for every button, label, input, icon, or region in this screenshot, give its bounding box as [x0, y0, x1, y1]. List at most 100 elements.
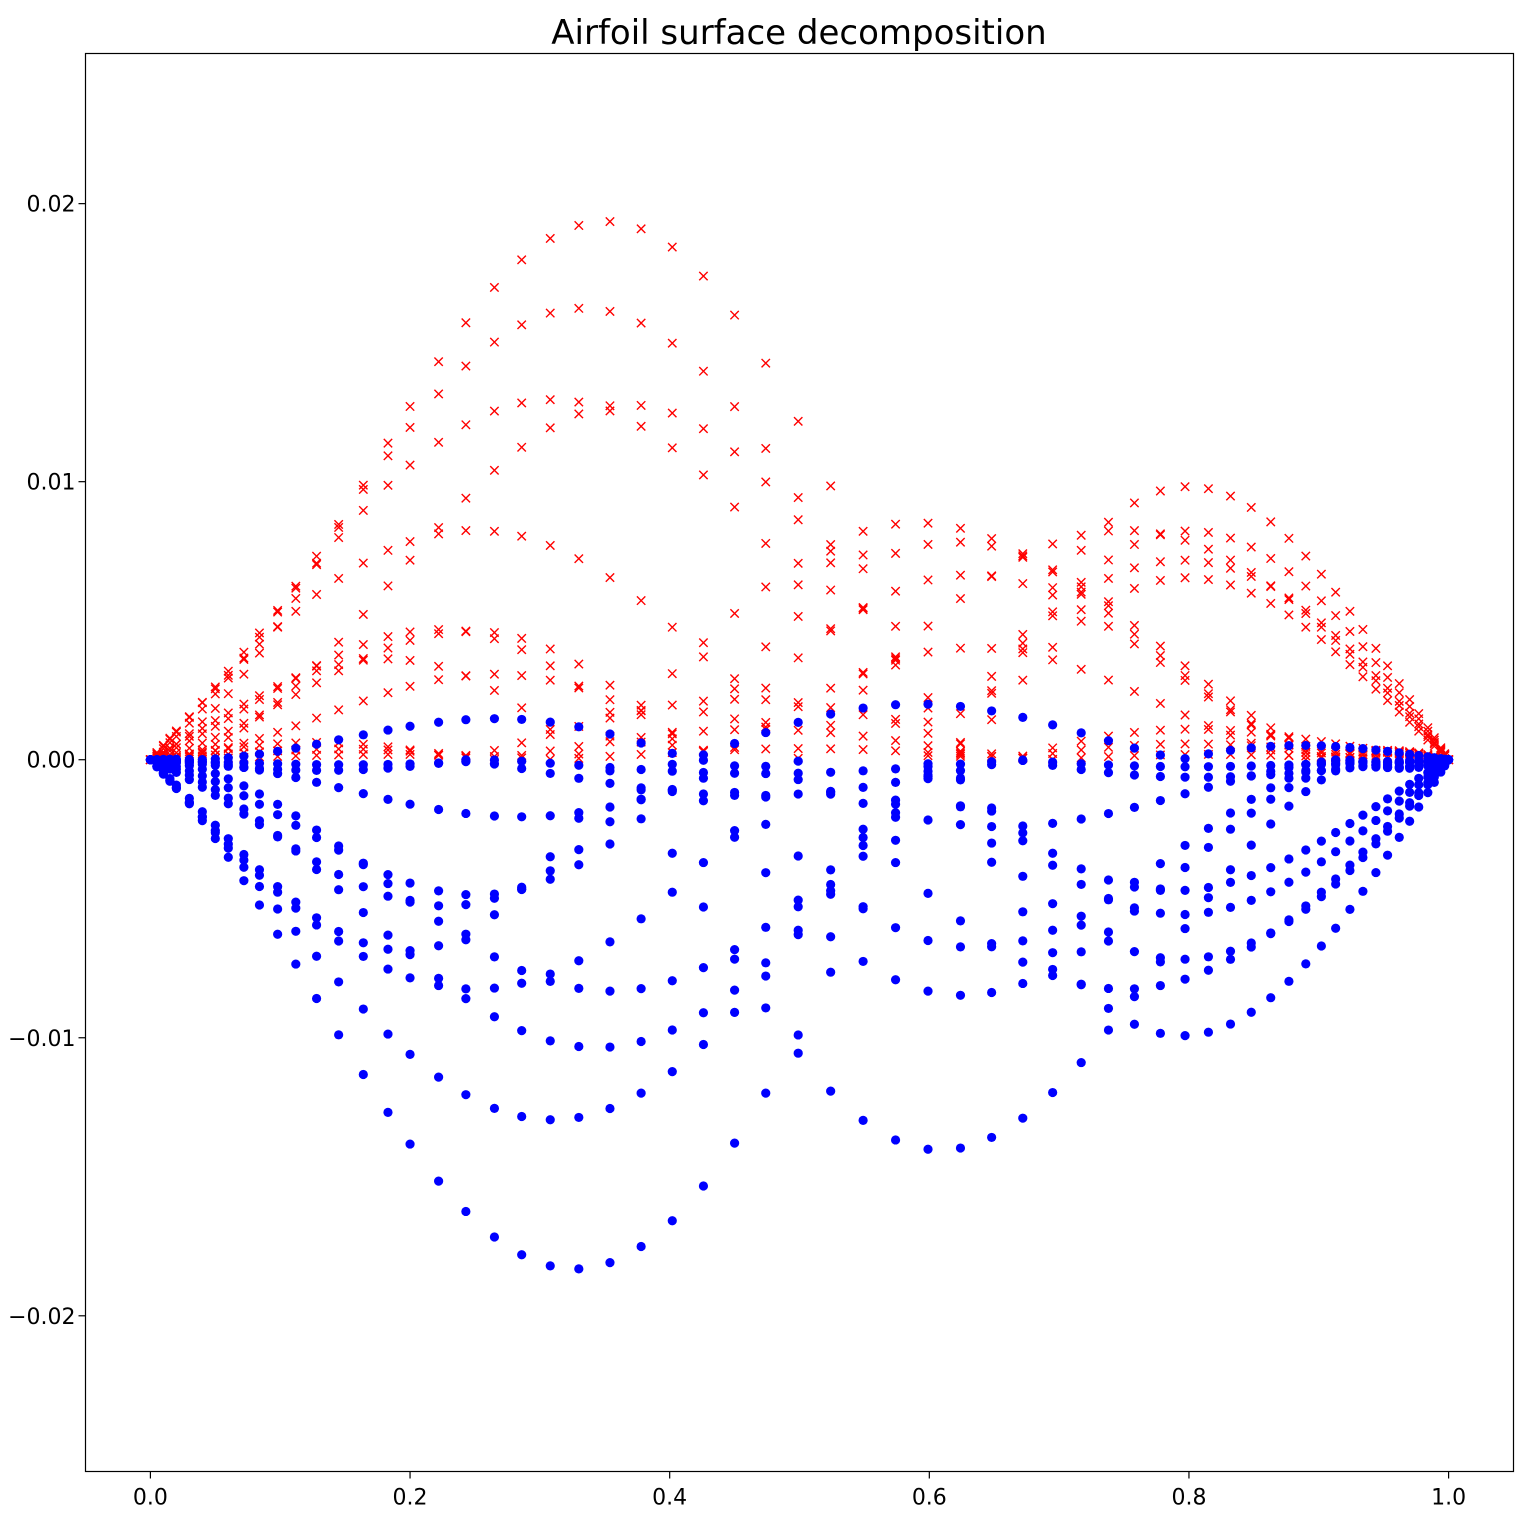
point-dot-marker [667, 1025, 677, 1035]
point-dot-marker [273, 810, 283, 820]
point-x-marker [210, 745, 221, 756]
point-dot-marker [605, 839, 615, 849]
point-dot-marker [358, 938, 368, 948]
point-dot-marker [334, 885, 344, 895]
point-x-marker [1180, 555, 1190, 565]
point-dot-marker [383, 930, 393, 940]
point-x-marker [698, 696, 709, 706]
point-dot-marker [1345, 758, 1355, 768]
point-dot-marker [1155, 750, 1165, 760]
point-dot-marker [1345, 818, 1355, 829]
point-dot-marker [239, 862, 249, 872]
point-dot-marker [254, 881, 265, 892]
point-dot-marker [545, 1036, 555, 1046]
point-x-marker [405, 460, 415, 470]
point-dot-marker [239, 781, 249, 791]
point-x-marker [272, 605, 283, 616]
point-dot-marker [761, 1088, 771, 1098]
point-x-marker [1266, 598, 1276, 609]
point-x-marker [923, 575, 933, 585]
point-dot-marker [197, 782, 207, 792]
point-dot-marker [605, 817, 615, 827]
point-dot-marker [1301, 759, 1311, 769]
point-dot-marker [291, 926, 301, 936]
point-dot-marker [405, 973, 415, 983]
point-dot-marker [291, 959, 301, 969]
point-x-marker [667, 729, 677, 739]
point-dot-marker [273, 746, 283, 756]
point-x-marker [890, 655, 901, 665]
point-dot-marker [383, 759, 393, 770]
point-x-marker [825, 727, 836, 738]
point-dot-marker [517, 1250, 527, 1260]
point-x-marker [383, 742, 393, 752]
point-dot-marker [1225, 865, 1236, 875]
point-x-marker [793, 611, 803, 622]
point-dot-marker [729, 832, 740, 842]
point-dot-marker [1301, 786, 1311, 797]
point-dot-marker [210, 833, 220, 844]
point-dot-marker [158, 754, 168, 764]
point-dot-marker [334, 936, 344, 946]
point-dot-marker [605, 1042, 615, 1052]
point-x-marker [1382, 688, 1393, 698]
point-x-marker [605, 713, 615, 723]
point-dot-marker [667, 848, 677, 858]
point-dot-marker [1155, 859, 1165, 869]
point-x-marker [210, 689, 221, 699]
point-dot-marker [890, 808, 901, 818]
point-dot-marker [517, 763, 527, 774]
point-dot-marker [761, 971, 771, 981]
point-x-marker [333, 519, 344, 530]
point-x-marker [1203, 720, 1214, 731]
point-x-marker [1423, 722, 1433, 733]
point-dot-marker [1284, 740, 1294, 751]
point-x-marker [291, 583, 301, 593]
point-dot-marker [1225, 761, 1236, 772]
point-x-marker [955, 746, 966, 756]
point-x-marker [955, 643, 966, 653]
point-dot-marker [239, 758, 249, 768]
point-dot-marker [826, 879, 836, 890]
point-x-marker [1076, 605, 1086, 615]
point-dot-marker [1301, 959, 1311, 969]
point-dot-marker [254, 749, 265, 759]
point-x-marker [923, 621, 933, 631]
point-x-marker [291, 721, 301, 731]
point-dot-marker [698, 1039, 709, 1050]
point-dot-marker [223, 783, 233, 793]
point-x-marker [405, 555, 415, 565]
point-dot-marker [955, 775, 966, 785]
point-dot-marker [1018, 755, 1028, 765]
point-x-marker [729, 724, 740, 735]
point-dot-marker [517, 884, 527, 894]
point-x-marker [1155, 739, 1166, 749]
point-dot-marker [1103, 1025, 1114, 1035]
point-dot-marker [698, 750, 709, 760]
point-x-marker [793, 701, 803, 712]
point-x-marker [1203, 527, 1214, 538]
point-dot-marker [1155, 771, 1165, 782]
point-dot-marker [405, 897, 415, 907]
point-x-marker [955, 570, 966, 580]
point-x-marker [516, 633, 527, 644]
point-x-marker [461, 420, 471, 430]
point-dot-marker [358, 951, 368, 962]
point-x-marker [1414, 708, 1424, 719]
point-dot-marker [605, 937, 615, 947]
point-dot-marker [1414, 780, 1424, 790]
point-dot-marker [1155, 884, 1165, 894]
point-dot-marker [761, 958, 771, 968]
point-dot-marker [1246, 895, 1256, 905]
point-x-marker [1018, 647, 1028, 658]
point-x-marker [1047, 642, 1058, 653]
point-dot-marker [1405, 756, 1415, 766]
point-dot-marker [793, 1030, 803, 1040]
point-dot-marker [729, 761, 740, 771]
point-x-marker [1301, 747, 1311, 758]
point-x-marker [1404, 708, 1415, 718]
point-x-marker [433, 624, 444, 635]
point-x-marker [986, 671, 997, 682]
point-dot-marker [223, 834, 233, 844]
point-dot-marker [1225, 772, 1236, 782]
